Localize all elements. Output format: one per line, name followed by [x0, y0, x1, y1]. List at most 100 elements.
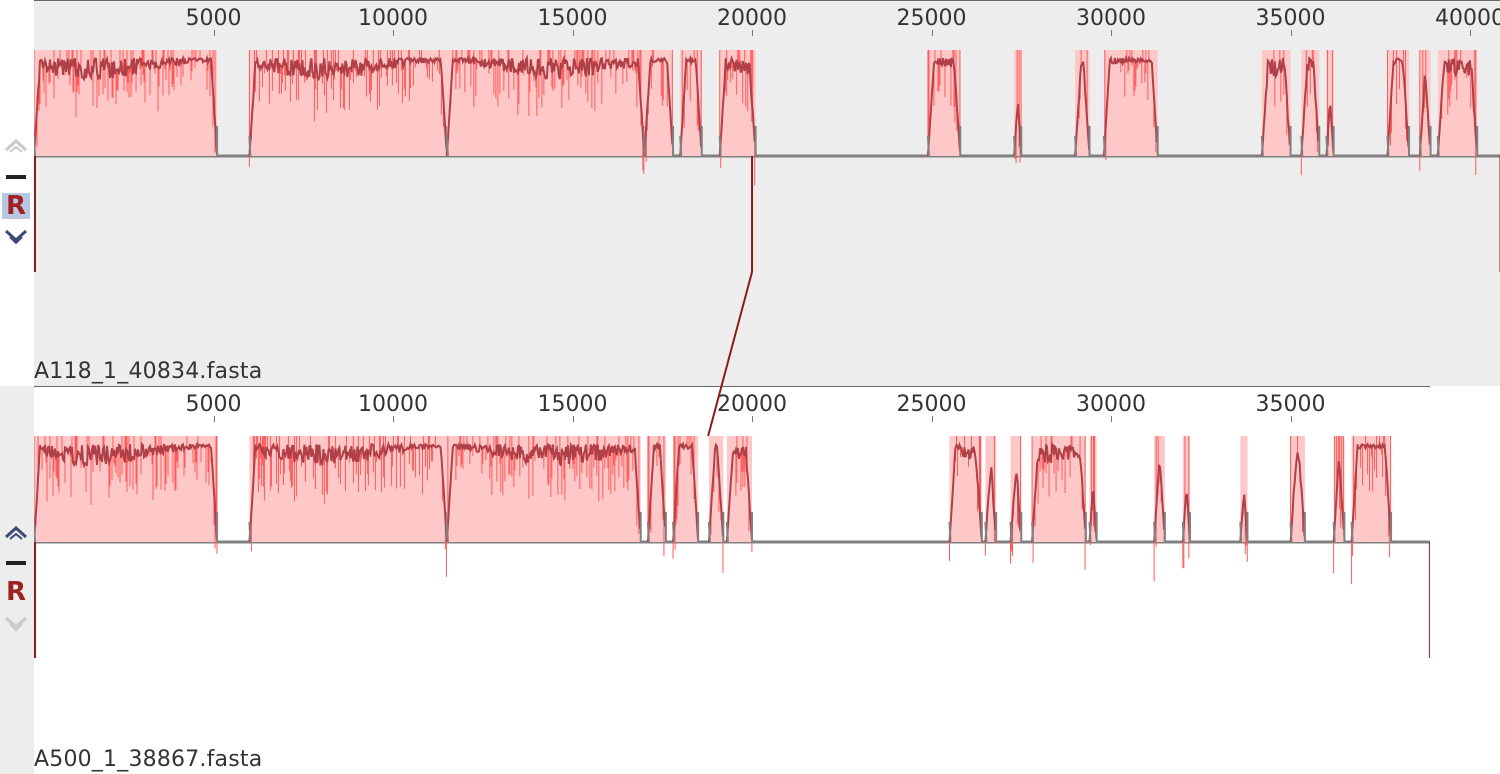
block-edge	[1350, 521, 1354, 543]
lcb-block[interactable]	[1289, 436, 1306, 543]
lcb-block[interactable]	[1436, 50, 1479, 175]
similarity-profile	[948, 441, 983, 543]
block-edge	[679, 135, 683, 157]
lcb-block[interactable]	[1418, 50, 1432, 171]
similarity-profile	[1031, 441, 1087, 543]
ruler-tick: 35000	[1255, 392, 1326, 422]
lcb-block[interactable]	[248, 436, 448, 577]
similarity-profile	[1181, 493, 1191, 543]
lcb-block[interactable]	[1181, 436, 1192, 569]
chevron-up-icon[interactable]	[2, 132, 30, 158]
ruler-tick: 10000	[358, 6, 428, 36]
lcb-block[interactable]	[1074, 50, 1091, 157]
sequence-name-2: A500_1_38867.fasta	[34, 747, 263, 772]
similarity-profile	[1088, 490, 1098, 543]
lcb-block[interactable]	[1031, 436, 1087, 570]
ruler-tick: 15000	[537, 392, 608, 422]
lcb-block[interactable]	[984, 436, 998, 556]
block-edge	[926, 135, 930, 157]
ruler-tick: 15000	[537, 6, 608, 36]
lcb-block[interactable]	[1350, 436, 1393, 585]
lcb-block[interactable]	[1013, 50, 1023, 164]
block-edge	[1102, 135, 1106, 157]
similarity-profile	[984, 467, 997, 543]
lcb-fill	[1326, 50, 1334, 156]
similarity-profile	[1386, 57, 1410, 157]
lcb-fill	[1240, 436, 1248, 542]
sequence-track-1[interactable]: 5000 10000 15000 20000 25000 30000 35000 40000 …	[34, 0, 1500, 386]
chevron-down-icon[interactable]	[2, 224, 30, 250]
block-edge	[1386, 135, 1390, 157]
lcb-block[interactable]	[718, 50, 757, 186]
lcb-fill	[1014, 50, 1022, 156]
similarity-profile	[1436, 58, 1478, 157]
block-edge	[34, 135, 36, 157]
similarity-profile	[34, 441, 218, 543]
chevron-up-icon[interactable]	[2, 519, 30, 545]
lcb-block[interactable]	[926, 50, 962, 157]
ruler-tick: 25000	[896, 392, 967, 422]
lcb-block[interactable]	[672, 436, 700, 559]
similarity-plot-2[interactable]	[34, 422, 1430, 662]
lcb-block[interactable]	[1332, 436, 1346, 574]
lcb-block[interactable]	[725, 436, 754, 552]
lcb-block[interactable]	[445, 50, 646, 175]
minus-icon[interactable]	[2, 164, 30, 190]
chevron-down-icon[interactable]	[2, 611, 30, 637]
ruler-tick: 30000	[1076, 6, 1147, 36]
block-edge	[34, 521, 36, 543]
reverse-button[interactable]: R	[2, 193, 30, 219]
lcb-block[interactable]	[1239, 436, 1249, 562]
lcb-fill	[1290, 436, 1305, 542]
similarity-profile	[1289, 452, 1306, 543]
ruler-1: 5000 10000 15000 20000 25000 30000 35000 40000	[34, 0, 1500, 36]
block-edge	[1153, 521, 1157, 543]
similarity-profile	[679, 54, 703, 157]
lcb-block[interactable]	[707, 436, 725, 573]
similarity-profile	[646, 441, 666, 543]
block-edge	[1031, 521, 1035, 543]
block-edge	[1436, 135, 1440, 157]
reverse-button[interactable]: R	[5, 577, 27, 607]
similarity-profile	[926, 57, 961, 157]
block-edge	[445, 521, 449, 543]
similarity-profile	[1350, 440, 1392, 543]
lcb-block[interactable]	[948, 436, 983, 562]
lcb-block[interactable]	[1153, 436, 1166, 582]
similarity-profile	[672, 440, 700, 543]
lcb-block[interactable]	[1386, 50, 1411, 157]
ruler-2: 5000 10000 15000 20000 25000 30000 35000	[34, 386, 1430, 422]
block-edge	[1325, 135, 1329, 157]
lcb-fill	[1182, 436, 1191, 542]
similarity-plot-1[interactable]	[34, 36, 1500, 276]
minus-icon[interactable]	[2, 550, 30, 576]
sequence-panel-1: R 5000 10000 15000 20000 25000 30000 35000 4000…	[0, 0, 1500, 386]
lcb-block[interactable]	[248, 50, 448, 167]
lcb-block[interactable]	[643, 50, 675, 162]
lcb-block[interactable]	[1102, 50, 1159, 161]
lcb-block[interactable]	[1088, 436, 1098, 546]
lcb-block[interactable]	[1325, 50, 1335, 157]
lcb-block[interactable]	[1260, 50, 1292, 157]
lcb-block[interactable]	[1300, 50, 1321, 176]
lcb-block[interactable]	[445, 436, 642, 543]
similarity-profile	[248, 56, 448, 157]
similarity-profile	[1153, 464, 1166, 543]
similarity-profile	[1300, 56, 1320, 157]
lcb-block[interactable]	[34, 436, 219, 588]
lcb-block[interactable]	[646, 436, 667, 557]
lcb-block[interactable]	[1009, 436, 1023, 564]
similarity-profile	[1009, 473, 1022, 543]
lcb-fill	[1075, 50, 1090, 156]
sequence-track-2[interactable]: 5000 10000 15000 20000 25000 30000 35000 A500_…	[34, 386, 1430, 774]
ruler-tick: 30000	[1076, 392, 1147, 422]
ruler-tick: 40000	[1435, 6, 1500, 36]
ruler-tick: 20000	[717, 392, 788, 422]
similarity-profile	[445, 441, 641, 543]
lcb-block[interactable]	[679, 50, 703, 157]
similarity-profile	[248, 440, 448, 543]
lcb-block[interactable]	[34, 50, 219, 157]
lcb-fill	[985, 436, 997, 542]
lcb-fill	[1103, 50, 1158, 156]
similarity-profile	[725, 445, 753, 543]
